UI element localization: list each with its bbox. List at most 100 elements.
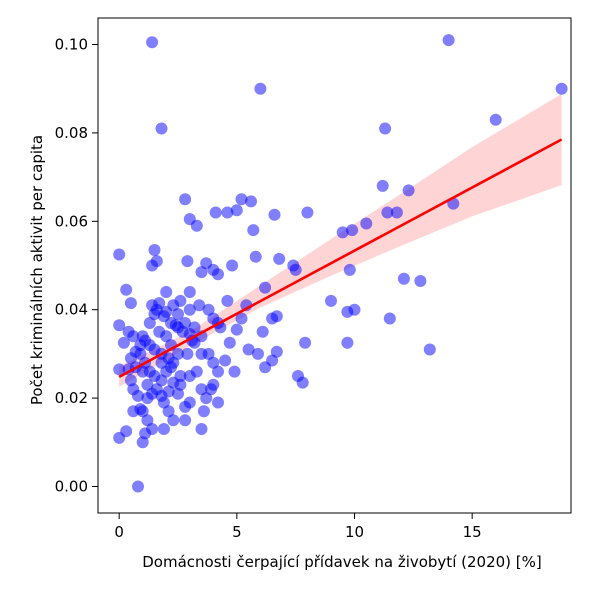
data-point — [259, 281, 272, 294]
data-point — [230, 323, 243, 336]
data-point — [124, 374, 137, 387]
data-point — [402, 184, 415, 197]
data-point — [113, 248, 126, 261]
data-point — [397, 272, 410, 285]
data-point — [162, 405, 175, 418]
data-point — [120, 283, 133, 296]
data-point — [423, 343, 436, 356]
data-point — [346, 224, 359, 237]
data-point — [179, 193, 192, 206]
data-point — [141, 414, 154, 427]
data-point — [341, 336, 354, 349]
data-point — [207, 378, 220, 391]
data-point — [336, 226, 349, 239]
data-point — [268, 208, 281, 221]
data-point — [143, 317, 156, 329]
data-point — [160, 330, 173, 343]
y-tick-label: 0.02 — [55, 389, 88, 407]
data-point — [160, 286, 173, 298]
scatter-points-layer — [113, 34, 568, 493]
data-point — [148, 370, 161, 382]
data-point — [162, 385, 175, 398]
y-axis-ticks: 0.00 0.02 0.04 0.06 0.08 0.10 — [55, 36, 98, 495]
data-point — [183, 286, 196, 298]
data-point — [195, 423, 208, 435]
data-point — [256, 325, 269, 338]
data-point — [160, 305, 173, 318]
data-point — [141, 378, 154, 391]
x-tick-label: 10 — [345, 523, 364, 541]
data-point — [343, 263, 356, 276]
data-point — [235, 312, 248, 325]
data-point — [212, 365, 224, 378]
x-tick-label: 15 — [463, 523, 482, 541]
data-point — [270, 310, 283, 323]
regression-confidence-band — [119, 94, 562, 387]
data-point — [146, 36, 159, 49]
regression-line — [118, 138, 563, 379]
data-point — [360, 217, 373, 230]
data-point — [555, 82, 568, 95]
data-point — [381, 206, 394, 219]
data-point — [223, 336, 236, 349]
data-point — [247, 224, 260, 237]
data-point — [228, 365, 241, 378]
y-tick-label: 0.00 — [55, 477, 88, 495]
data-point — [155, 356, 168, 369]
data-point — [136, 436, 149, 449]
data-point — [270, 345, 283, 358]
data-point — [379, 122, 392, 135]
data-point — [132, 480, 144, 493]
plot-area-frame — [97, 17, 572, 514]
data-point — [188, 336, 201, 349]
data-point — [134, 403, 147, 416]
data-point — [139, 334, 152, 347]
data-point — [183, 303, 196, 316]
data-point — [195, 266, 208, 279]
data-point — [226, 259, 239, 272]
data-point — [174, 294, 187, 307]
data-point — [155, 122, 168, 135]
data-point — [219, 354, 232, 367]
x-axis-label: Domácnosti čerpající přídavek na živobyt… — [142, 553, 541, 571]
confidence-band-layer — [119, 94, 562, 387]
data-point — [157, 423, 170, 435]
data-point — [202, 303, 215, 316]
data-point — [195, 347, 208, 360]
data-point — [141, 392, 154, 405]
data-point — [325, 294, 337, 307]
data-point — [113, 319, 126, 332]
data-point — [254, 82, 267, 95]
y-tick-label: 0.06 — [55, 212, 88, 230]
data-point — [299, 336, 312, 349]
data-point — [207, 263, 220, 276]
data-point — [122, 325, 135, 338]
data-point — [174, 370, 187, 382]
data-point — [245, 195, 257, 208]
data-point — [249, 250, 262, 263]
data-point — [376, 179, 389, 192]
data-point — [113, 363, 126, 376]
data-point — [124, 297, 137, 310]
data-point — [197, 405, 210, 418]
data-point — [242, 343, 255, 356]
data-point — [289, 263, 302, 276]
data-point — [442, 34, 455, 47]
data-point — [117, 336, 130, 349]
data-point — [209, 206, 222, 219]
data-point — [169, 319, 182, 332]
y-tick-label: 0.10 — [55, 36, 88, 54]
data-point — [181, 347, 194, 360]
data-point — [193, 299, 206, 312]
data-point — [172, 347, 184, 360]
data-point — [190, 365, 203, 378]
data-point — [296, 376, 309, 389]
data-point — [200, 392, 213, 405]
data-point — [172, 308, 184, 321]
x-tick-label: 5 — [232, 523, 242, 541]
data-point — [230, 204, 243, 217]
y-tick-label: 0.08 — [55, 124, 88, 142]
data-point — [252, 347, 264, 360]
data-point — [183, 396, 196, 409]
